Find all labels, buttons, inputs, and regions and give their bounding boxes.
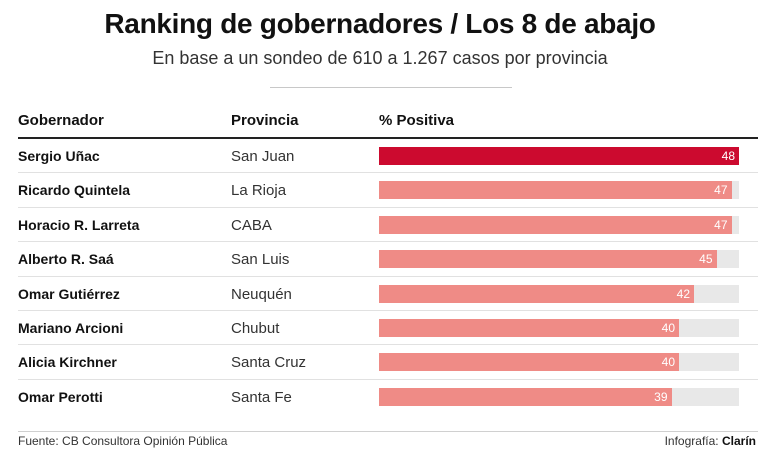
table-row: Sergio Uñac San Juan 48 <box>18 139 758 174</box>
bar <box>379 181 732 200</box>
governor-name: Alicia Kirchner <box>18 354 117 371</box>
table-row: Mariano Arcioni Chubut 40 <box>18 311 758 346</box>
bar-track: 47 <box>379 181 739 200</box>
province-name: San Juan <box>231 148 295 165</box>
governor-name: Sergio Uñac <box>18 148 100 164</box>
table-row: Horacio R. Larreta CABA 47 <box>18 208 758 243</box>
table-row: Alicia Kirchner Santa Cruz 40 <box>18 345 758 380</box>
governor-name: Omar Gutiérrez <box>18 285 120 302</box>
column-header-province: Provincia <box>231 112 299 129</box>
credit-label: Infografía: <box>664 434 719 448</box>
table-row: Ricardo Quintela La Rioja 47 <box>18 173 758 208</box>
province-name: Santa Fe <box>231 388 292 406</box>
footer: Fuente: CB Consultora Opinión Pública In… <box>18 434 758 448</box>
bar <box>379 353 679 372</box>
table-row: Omar Gutiérrez Neuquén 42 <box>18 277 758 311</box>
bar <box>379 284 694 303</box>
province-name: Santa Cruz <box>231 354 307 372</box>
table-row: Omar Perotti Santa Fe 39 <box>18 380 758 414</box>
bar-value-label: 40 <box>661 320 675 335</box>
bar-value-label: 42 <box>676 286 690 301</box>
credit-brand: Clarín <box>721 434 756 448</box>
governor-name: Alberto R. Saá <box>18 251 114 268</box>
governor-name: Horacio R. Larreta <box>18 216 140 233</box>
province-name: San Luis <box>231 251 290 269</box>
bar-value-label: 47 <box>714 183 728 198</box>
province-name: CABA <box>231 216 272 234</box>
bar <box>379 147 739 165</box>
credit: Infografía: Clarín <box>665 434 756 448</box>
governor-name: Omar Perotti <box>18 388 103 405</box>
chart-title: Ranking de gobernadores / Los 8 de abajo <box>104 8 656 39</box>
bar-track: 40 <box>379 318 739 337</box>
bar-track: 48 <box>379 147 739 165</box>
bar-value-label: 47 <box>714 217 728 232</box>
column-header-governor: Gobernador <box>18 112 104 129</box>
governor-name: Mariano Arcioni <box>18 319 124 336</box>
bar-track: 47 <box>379 215 739 234</box>
governor-name: Ricardo Quintela <box>18 182 131 199</box>
bar-value-label: 40 <box>661 355 675 370</box>
bar <box>379 215 732 234</box>
table-header: Gobernador Provincia % Positiva <box>18 112 758 138</box>
source-note: Fuente: CB Consultora Opinión Pública <box>18 434 228 448</box>
footer-divider <box>18 431 758 432</box>
bar-track: 45 <box>379 250 739 269</box>
bar-track: 40 <box>379 353 739 372</box>
bar-value-label: 48 <box>721 149 735 163</box>
bar-value-label: 39 <box>654 389 668 404</box>
province-name: Neuquén <box>231 285 292 303</box>
bar <box>379 387 672 406</box>
ranking-table: Sergio Uñac San Juan 48 Ricardo Quintela La … <box>18 139 758 414</box>
chart-subtitle: En base a un sondeo de 610 a 1.267 casos… <box>152 48 608 68</box>
bar <box>379 318 679 337</box>
bar <box>379 250 717 269</box>
title-divider <box>270 87 512 88</box>
province-name: La Rioja <box>231 182 287 200</box>
province-name: Chubut <box>231 319 280 337</box>
table-row: Alberto R. Saá San Luis 45 <box>18 242 758 277</box>
bar-value-label: 45 <box>699 252 713 267</box>
bar-track: 42 <box>379 284 739 303</box>
bar-track: 39 <box>379 387 739 406</box>
header-divider <box>18 137 758 139</box>
column-header-positive: % Positiva <box>379 112 455 129</box>
